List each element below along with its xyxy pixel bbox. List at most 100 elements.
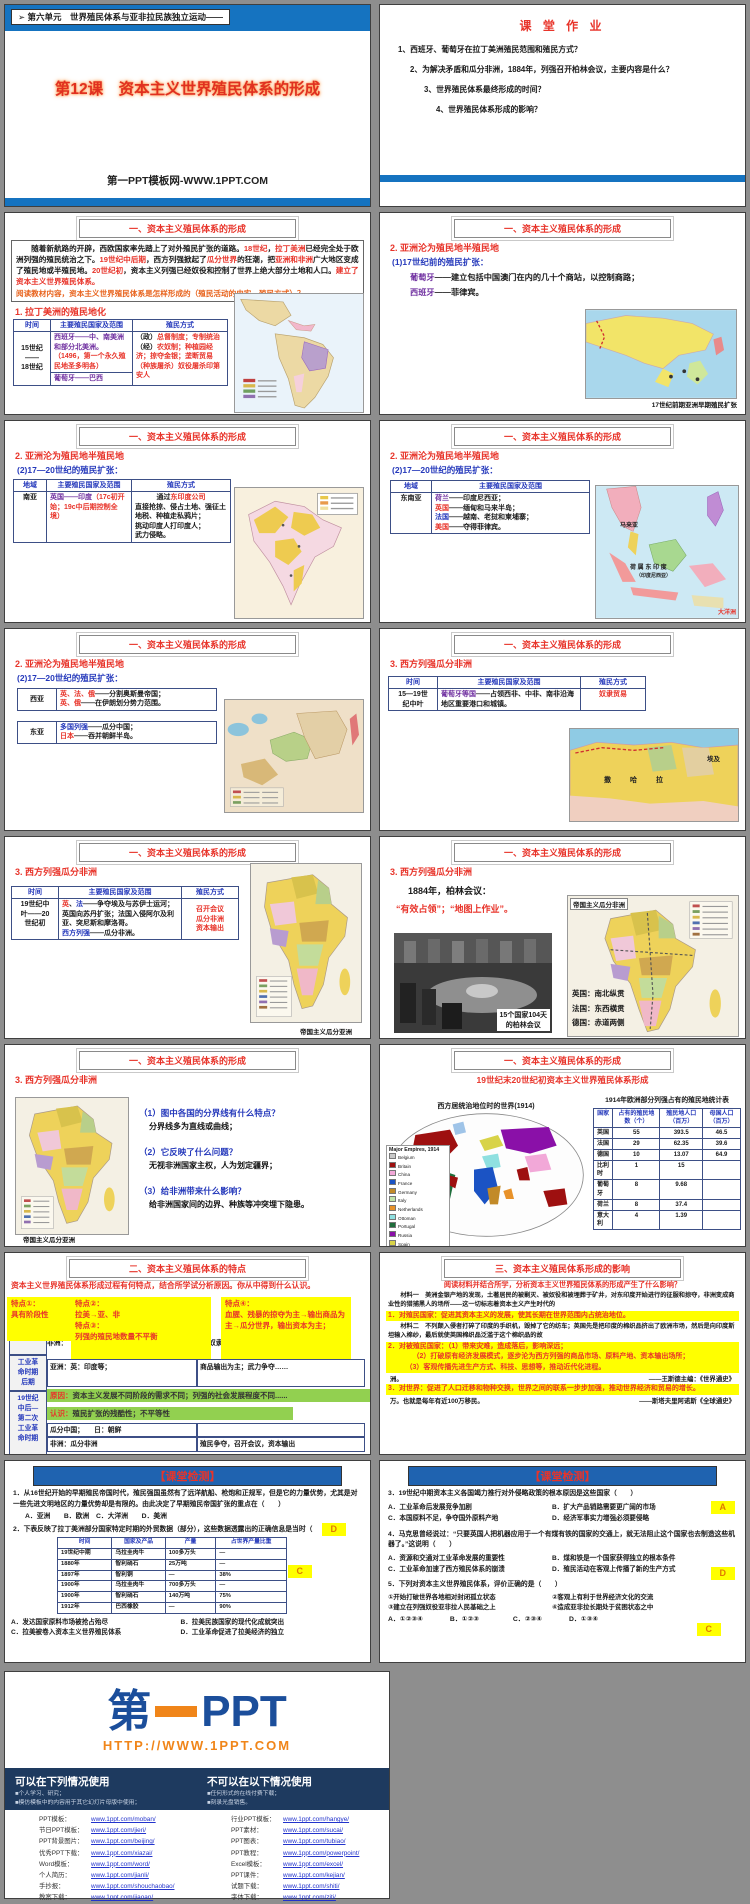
- footer-link[interactable]: www.1ppt.com/tubiao/: [283, 1838, 346, 1846]
- q2-option-c: C．拉美被卷入资本主义世界殖民体系: [11, 1628, 122, 1636]
- insight-label: 认识：: [50, 1409, 73, 1418]
- map-label-oceania: 大洋洲: [717, 610, 736, 616]
- time-cell: 15世纪 —— 18世纪: [13, 331, 51, 386]
- footer-link-label: PPT图表：: [231, 1838, 263, 1846]
- usage-forbidden-item: ■刻录光盘销售。: [207, 1800, 252, 1807]
- row3-col1b: 非洲：瓜分非洲: [47, 1437, 197, 1452]
- footer-link[interactable]: www.1ppt.com/hangye/: [283, 1816, 350, 1823]
- footer-link[interactable]: www.1ppt.com/jieri/: [91, 1827, 147, 1835]
- method-cell: 奴隶贸易: [580, 688, 646, 712]
- subtopic: 3. 西方列强瓜分非洲: [390, 659, 473, 669]
- footer-link[interactable]: www.1ppt.com/powerpoint/: [283, 1849, 360, 1857]
- region-cell: 东南亚: [390, 492, 432, 535]
- west-asia-cell: 英、法、俄——分割奥斯曼帝国； 英、俄——在伊朗划分势力范围。: [56, 688, 217, 711]
- slide1-top-bar: ➢ 第六单元 世界殖民体系与亚非拉民族独立运动——: [5, 5, 370, 31]
- footer-link-row: 优秀PPT下载： www.1ppt.com/xiazai/: [39, 1848, 197, 1859]
- subtopic: 1. 拉丁美洲的殖民地化: [15, 307, 107, 317]
- usage-allowed-item: ■模仿模板中的内容用于其它幻灯片母版中使用；: [15, 1800, 141, 1807]
- africa-partition-table: 时间 主要殖民国家及范围 殖民方式 19世纪中 叶——20 世纪初 英、法——争…: [11, 885, 239, 941]
- spain-cell: 西班牙——中、南美洲和部分北美洲。（1496，第一个永久殖民地圣多明各）: [50, 331, 133, 374]
- portugal-cell: 葡萄牙——巴西: [50, 372, 133, 386]
- section-heading: 一、资本主义殖民体系的形成: [79, 219, 296, 238]
- table-row: 英国 55 393.5 46.5: [592, 1127, 741, 1140]
- trade-data-table: 时间 国家及产品 产量 占世界产量比重 19世纪中期 乌拉圭肉牛 100多万头 —1880年…: [56, 1537, 287, 1614]
- slide-12-world-1914: 一、资本主义殖民体系的形成 19世纪末20世纪初资本主义世界殖民体系形成 西方居…: [379, 1044, 746, 1247]
- footer-link[interactable]: www.1ppt.com/kejian/: [283, 1872, 345, 1880]
- portugal-line: 葡萄牙——建立包括中国澳门在内的几十个商站，以控制商路；: [410, 273, 640, 282]
- answer-1: 分界线多为直线或曲线；: [149, 1122, 237, 1131]
- answer-badge-q1: D: [321, 1523, 346, 1536]
- col-header: 占有的殖民地数（个）: [612, 1107, 661, 1129]
- footer-link-label: PPT模板：: [39, 1816, 71, 1823]
- subtopic: 3. 西方列强瓜分非洲: [390, 867, 473, 877]
- footer-link-row: 节日PPT模板： www.1ppt.com/jieri/: [39, 1825, 197, 1836]
- footer-link[interactable]: www.1ppt.com/sucai/: [283, 1827, 344, 1835]
- usage-forbidden-title: 不可以在以下情况使用: [207, 1776, 312, 1788]
- col-header: 殖民方式: [580, 675, 646, 690]
- footer-link[interactable]: www.1ppt.com/excel/: [283, 1860, 344, 1868]
- footer-link[interactable]: www.1ppt.com/shouchaobao/: [91, 1883, 175, 1891]
- method-cell: 召开会议 瓜分非洲 资本输出: [181, 898, 239, 941]
- region-cell: 东亚: [17, 720, 57, 744]
- region-cell: 南亚: [13, 491, 47, 543]
- q5-options: A．①②③④ B．①②③ C．②③④ D．①③④: [388, 1616, 598, 1624]
- section-heading: 一、资本主义殖民体系的形成: [79, 843, 296, 862]
- table-row: 法国 29 62.35 39.6: [592, 1138, 741, 1151]
- footer-link[interactable]: www.1ppt.com/jiaoan/: [91, 1894, 154, 1902]
- page-title: 第12课 资本主义世界殖民体系的形成: [54, 81, 321, 98]
- slide-14-influence: 三、资本主义殖民体系形成的影响 阅读材料并结合所学，分析资本主义世界殖民体系的形…: [379, 1252, 746, 1455]
- homework-q2: 2、为解决矛盾和瓜分非洲，1884年，列强召开柏林会议，主要内容是什么？: [410, 65, 674, 75]
- africa-map: [250, 863, 362, 1023]
- footer-link-row: 行业PPT模板： www.1ppt.com/hangye/: [231, 1814, 389, 1825]
- source-1: ——王斯德主编：《世界通史》: [648, 1376, 735, 1384]
- homework-q1: 1、西班牙、葡萄牙在拉丁美洲殖民范围和殖民方式？: [398, 45, 582, 54]
- row3-col1a: 瓜分中国； 日：朝鲜: [47, 1423, 197, 1437]
- table-row: 德国 10 13.07 64.9: [592, 1149, 741, 1162]
- row1-col1-fragment: 非洲：: [47, 1340, 68, 1347]
- cause-label: 原因：: [50, 1391, 73, 1400]
- answer-badge-q2: C: [287, 1565, 312, 1578]
- asia-early-map: [585, 309, 737, 399]
- legend-entry: Belgium: [389, 1153, 447, 1162]
- countries-cell: 荷兰——印度尼西亚； 英国——缅甸和马来半岛； 法国——越南、老挝和柬埔寨； 美…: [431, 492, 590, 535]
- footer-link-row: PPT背景图片： www.1ppt.com/beijing/: [39, 1836, 197, 1847]
- footer-links: PPT模板： www.1ppt.com/moban/节日PPT模板： www.1pp…: [5, 1814, 389, 1904]
- footer-link-label: 优秀PPT下载：: [39, 1849, 84, 1857]
- table-row: 葡萄牙 8 9.68: [592, 1179, 741, 1200]
- site-url[interactable]: HTTP://WWW.1PPT.COM: [102, 1738, 292, 1753]
- footer-link[interactable]: www.1ppt.com/beijing/: [91, 1838, 155, 1846]
- quiz-banner: 【课堂检测】: [33, 1466, 342, 1486]
- row2-col2: 商品输出为主；武力争夺……: [197, 1359, 365, 1387]
- homework-title: 课 堂 作 业: [519, 19, 606, 33]
- q5-item-2: ②客观上有利于世界经济文化的交流: [552, 1593, 654, 1601]
- country-cell: 英国——印度（17c初开始；19c中后期控制全境）: [46, 491, 132, 543]
- footer-link-row: 试题下载： www.1ppt.com/shiti/: [231, 1881, 389, 1892]
- footer-link[interactable]: www.1ppt.com/word/: [91, 1860, 150, 1868]
- slide-4-asia-before-17c: 一、资本主义殖民体系的形成 2. 亚洲沦为殖民地半殖民地 (1)17世纪前的殖民…: [379, 212, 746, 415]
- row3-col2a-empty: [197, 1423, 365, 1437]
- slide-3-latin-america: 一、资本主义殖民体系的形成 随着新航路的开辟，西欧国家率先踏上了对外殖民扩张的道…: [4, 212, 371, 415]
- prompt: 资本主义世界殖民体系形成过程有何特点，结合所学试分析原因。你从中得到什么认识。: [11, 1281, 316, 1290]
- range-cell: 英、法——争夺埃及与苏伊士运河；英国向苏丹扩张；法国入侵阿尔及利亚、突尼斯和摩洛…: [58, 898, 182, 941]
- col-header: 地域: [13, 478, 47, 493]
- legend-entry: China: [389, 1170, 447, 1179]
- col-header: 主要殖民国家及范围: [431, 479, 590, 494]
- section-heading: 一、资本主义殖民体系的形成: [79, 427, 296, 446]
- usage-allowed-item: ■个人学习、研究；: [15, 1791, 65, 1797]
- slide-7-west-east-asia: 一、资本主义殖民体系的形成 2. 亚洲沦为殖民地半殖民地 (2)17—20世纪的…: [4, 628, 371, 831]
- footer-link[interactable]: www.1ppt.com/jianli/: [91, 1872, 149, 1880]
- slide-8-africa-early: 一、资本主义殖民体系的形成 3. 西方列强瓜分非洲 时间 主要殖民国家及范围 殖…: [379, 628, 746, 831]
- q2-option-b: B．拉美民族国家的现代化成就突出: [180, 1618, 285, 1626]
- prompt: 阅读材料并结合所学，分析资本主义世界殖民体系的形成产生了什么影响？: [443, 1280, 682, 1289]
- footer-link[interactable]: www.1ppt.com/xiazai/: [91, 1849, 153, 1857]
- homework-q3: 3、世界殖民体系最终形成的时间？: [424, 85, 546, 95]
- question-1: （1）图中各国的分界线有什么特点？: [139, 1108, 280, 1118]
- footer-link-label: 试题下载：: [231, 1883, 263, 1891]
- southeast-asia-table: 地域 主要殖民国家及范围 东南亚 荷兰——印度尼西亚； 英国——缅甸和马来半岛；…: [390, 479, 590, 535]
- footer-link[interactable]: www.1ppt.com/moban/: [91, 1816, 156, 1823]
- q4-option-b: B．煤和铁是一个国家获得独立的根本条件: [552, 1555, 676, 1562]
- slide-1-title-slide: ➢ 第六单元 世界殖民体系与亚非拉民族独立运动—— 第12课 资本主义世界殖民体…: [4, 4, 371, 207]
- footer-link[interactable]: www.1ppt.com/ziti/: [283, 1894, 336, 1902]
- footer-link[interactable]: www.1ppt.com/shiti/: [283, 1883, 340, 1891]
